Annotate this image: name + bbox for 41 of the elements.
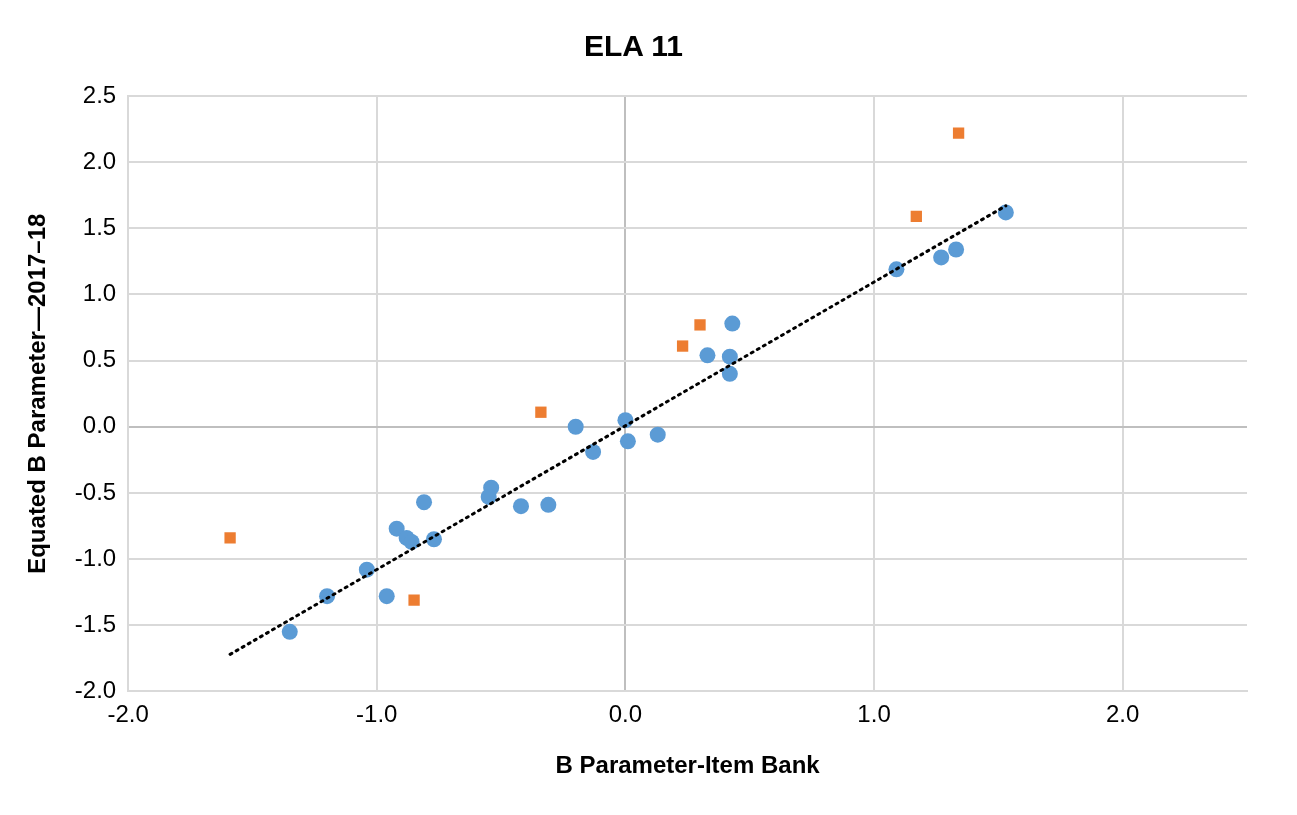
y-tick-label: 0.5: [82, 345, 117, 373]
x-tick-label: 2.0: [1106, 700, 1140, 728]
point: [567, 418, 584, 435]
point: [619, 433, 636, 450]
point: [910, 210, 922, 223]
point: [699, 347, 716, 364]
point: [408, 594, 420, 606]
point: [721, 348, 738, 365]
point: [952, 127, 965, 139]
y-tick-label: -1.5: [74, 609, 117, 637]
x-axis-title: B Parameter-Item Bank: [555, 751, 821, 779]
y-tick-label: 1.5: [82, 212, 117, 240]
point: [535, 406, 547, 418]
point: [676, 340, 689, 352]
point: [416, 494, 433, 511]
point: [378, 588, 395, 605]
point: [480, 488, 497, 505]
y-axis-title: Equated B Parameter—2017–18: [23, 213, 51, 574]
y-tick-label: -1.0: [74, 543, 117, 571]
x-tick-label: -1.0: [356, 700, 398, 728]
point: [388, 520, 405, 537]
point: [933, 249, 950, 266]
point: [512, 498, 529, 515]
y-tick-label: 2.0: [82, 146, 117, 174]
point: [585, 443, 602, 460]
point: [721, 365, 738, 382]
x-tick-label: 1.0: [857, 700, 891, 728]
y-tick-label: 0.0: [82, 411, 117, 439]
point: [724, 315, 741, 332]
point: [224, 532, 236, 544]
point: [649, 426, 666, 443]
point: [948, 241, 965, 258]
point: [403, 533, 420, 550]
y-tick-label: 2.5: [82, 80, 117, 108]
chart-title: ELA 11: [584, 29, 683, 63]
x-tick-label: 0.0: [608, 700, 643, 728]
y-tick-label: -0.5: [74, 477, 117, 505]
point: [540, 496, 557, 513]
point: [694, 319, 706, 331]
y-tick-label: 1.0: [82, 279, 117, 307]
point: [281, 623, 298, 640]
